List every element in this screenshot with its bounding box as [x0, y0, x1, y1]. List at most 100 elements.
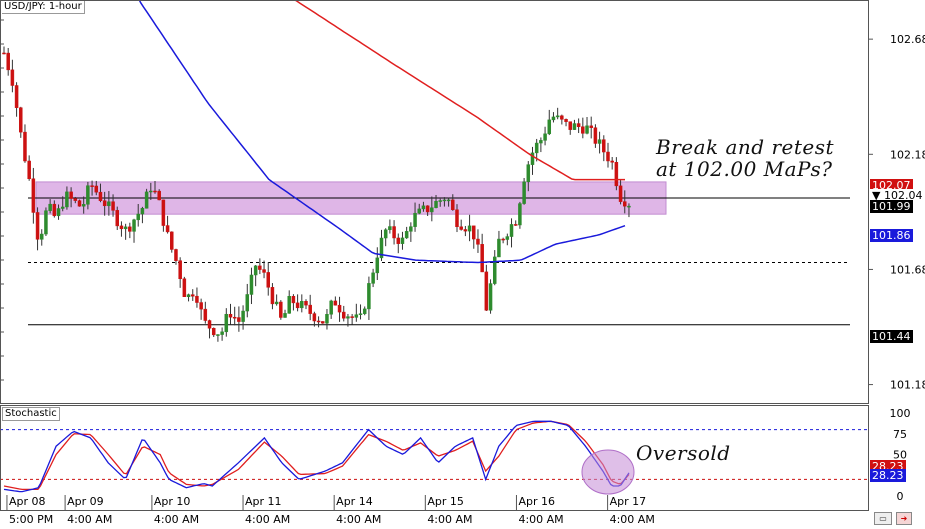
scroll-right-arrow-icon[interactable]: ➜	[896, 512, 912, 525]
candle	[174, 248, 178, 265]
candle-body	[467, 225, 472, 232]
candle-body	[396, 237, 401, 244]
candle-body	[262, 269, 266, 273]
candle	[207, 319, 212, 339]
candle	[10, 59, 15, 93]
oversold-highlight	[581, 449, 635, 495]
candle	[312, 311, 317, 327]
x-tick-date: Apr 17	[610, 495, 647, 508]
main-y-tick-label: 101.68	[890, 263, 925, 276]
candle	[295, 294, 300, 312]
candle	[216, 334, 220, 342]
candle-body	[232, 316, 237, 319]
candle	[438, 198, 442, 207]
candle-body	[476, 238, 480, 245]
candle-body	[77, 200, 82, 207]
candle-body	[392, 226, 396, 239]
candle	[111, 194, 115, 217]
x-tick-time: 4:00 AM	[427, 513, 472, 525]
candle-body	[2, 52, 6, 55]
candle-body	[295, 302, 300, 309]
candle	[60, 196, 65, 212]
candle	[304, 299, 308, 310]
candle-body	[94, 185, 99, 193]
candle-body	[291, 296, 296, 304]
candle-body	[375, 257, 380, 274]
candle	[555, 107, 560, 120]
candle-body	[501, 238, 505, 241]
candle-body	[10, 69, 15, 86]
candle	[589, 116, 593, 139]
candle	[379, 229, 384, 262]
candle	[375, 247, 380, 280]
candle	[316, 316, 321, 328]
candle	[350, 313, 354, 325]
candle	[73, 196, 78, 204]
candle-body	[597, 139, 602, 144]
candle	[518, 201, 522, 229]
candle-body	[132, 219, 136, 232]
stochastic-y-tick-label: 75	[893, 428, 907, 441]
candle	[190, 289, 195, 301]
candle	[497, 230, 501, 258]
candle	[560, 114, 564, 125]
candle	[463, 225, 468, 237]
candle	[341, 305, 346, 322]
candle-body	[371, 272, 375, 284]
candle	[123, 223, 128, 240]
price-tag-current: ▼ 102.04	[870, 189, 925, 202]
candle	[274, 294, 279, 306]
annotation-oversold: Oversold	[636, 441, 731, 465]
candle	[237, 306, 241, 332]
x-tick-date: Apr 09	[67, 495, 104, 508]
candle	[23, 124, 27, 163]
candle	[539, 137, 543, 153]
candle-body	[614, 162, 619, 187]
candle-body	[90, 185, 94, 187]
candle-body	[421, 205, 426, 210]
candle	[140, 206, 145, 224]
candle	[144, 188, 149, 209]
main-y-tick-label: 102.68	[890, 33, 925, 46]
candle	[413, 202, 417, 232]
candle	[430, 196, 434, 222]
x-tick-time: 5:00 PM	[9, 513, 53, 525]
candle-body	[610, 160, 614, 163]
candle	[291, 294, 296, 311]
candle	[367, 276, 371, 320]
candle-body	[472, 225, 476, 240]
annotation-retest-line2: at 102.00 MaPs?	[656, 157, 833, 181]
candle	[421, 201, 426, 212]
candle-body	[581, 126, 585, 134]
candle-body	[186, 294, 191, 297]
stochastic-k-line	[3, 420, 630, 493]
candle-body	[283, 313, 287, 318]
candle-body	[383, 229, 388, 239]
candle	[44, 207, 48, 237]
candle-body	[128, 226, 132, 232]
candle	[98, 183, 103, 203]
candle-body	[404, 231, 409, 239]
candle	[472, 225, 476, 249]
candle	[425, 205, 430, 216]
candle-body	[400, 237, 405, 244]
candle	[480, 233, 484, 273]
candle	[77, 199, 82, 207]
candle	[568, 121, 572, 135]
scroll-toggle-button[interactable]: ▭	[874, 512, 892, 525]
candle	[195, 287, 199, 308]
candle-body	[572, 123, 577, 130]
candle	[501, 237, 505, 244]
candle	[270, 283, 275, 310]
candle	[65, 186, 69, 210]
candle-body	[564, 119, 568, 122]
candle	[623, 190, 627, 214]
x-tick-date: Apr 10	[154, 495, 191, 508]
candle-body	[434, 200, 438, 208]
candle	[186, 293, 191, 302]
candle-body	[388, 226, 392, 230]
candle	[581, 117, 585, 139]
candle-body	[602, 139, 606, 153]
candle-body	[136, 213, 140, 221]
